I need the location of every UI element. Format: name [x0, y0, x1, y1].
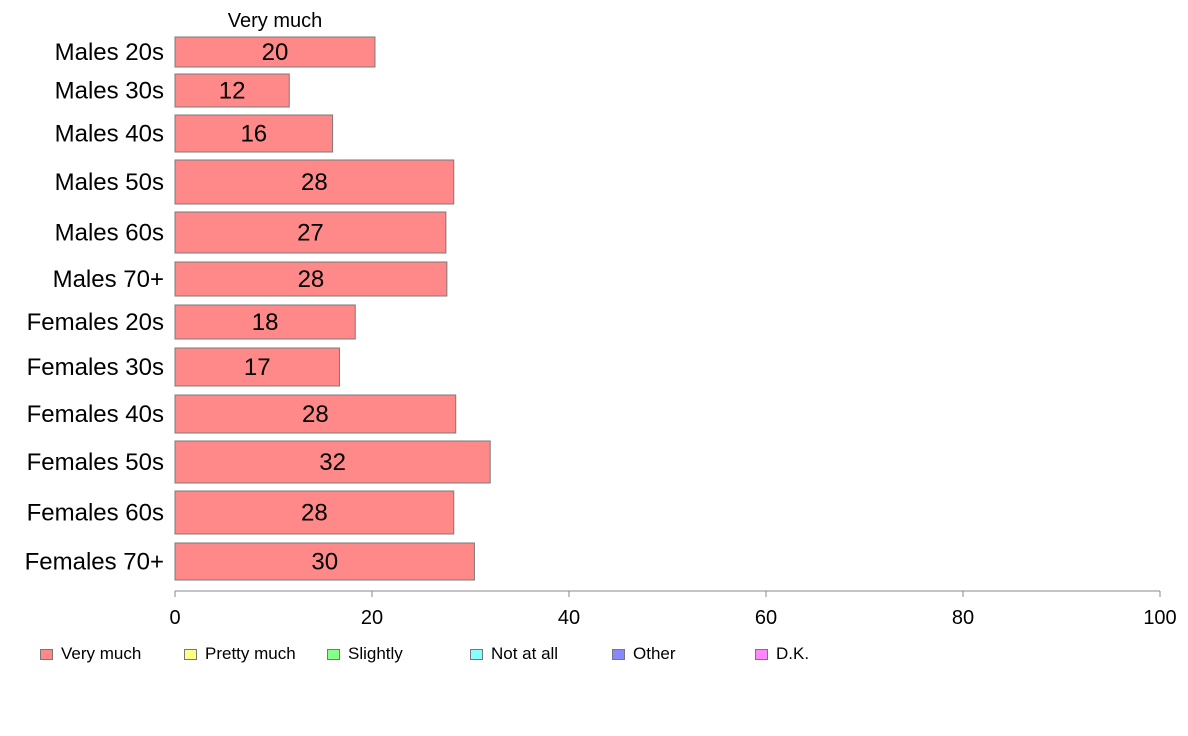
- category-label: Females 50s: [27, 449, 164, 476]
- legend-label: Other: [633, 644, 676, 663]
- legend-swatch: [40, 648, 53, 660]
- legend-item: Not at all: [470, 644, 558, 664]
- legend: Very much Pretty much Slightly Not at all Ot…: [0, 644, 1188, 668]
- bar-value-label: 27: [297, 220, 324, 247]
- bar: [174, 394, 457, 434]
- bar-value-label: 28: [302, 401, 329, 428]
- bar: [174, 542, 475, 581]
- bar: [174, 440, 491, 484]
- legend-label: Slightly: [348, 644, 403, 663]
- category-label: Females 20s: [27, 309, 164, 336]
- legend-item: Pretty much: [184, 644, 296, 664]
- bar: [174, 211, 447, 254]
- bar-value-label: 12: [219, 78, 246, 105]
- bar-value-label: 30: [311, 549, 338, 576]
- legend-label: Not at all: [491, 644, 559, 663]
- bar-value-label: 28: [301, 169, 328, 196]
- category-label: Males 50s: [55, 169, 164, 196]
- x-tick-label: 60: [755, 607, 777, 629]
- category-label: Males 40s: [55, 121, 164, 148]
- category-label: Males 60s: [55, 220, 164, 247]
- bar-value-label: 16: [240, 121, 267, 148]
- legend-item: Other: [612, 644, 676, 664]
- bar-value-label: 17: [244, 354, 271, 381]
- bar: [174, 159, 455, 205]
- x-axis: 0 20 40 60 80 100: [169, 590, 1177, 629]
- category-label: Males 70+: [53, 266, 164, 293]
- bar-value-label: 28: [301, 500, 328, 527]
- segment-header-label: Very much: [228, 10, 322, 32]
- legend-item: Slightly: [327, 644, 403, 664]
- bar-value-label: 32: [319, 449, 346, 476]
- bar: [174, 304, 356, 340]
- legend-item: Very much: [40, 644, 141, 664]
- category-label: Females 30s: [27, 354, 164, 381]
- bars-group: Males 20s 20 Males 30s 12 Males 40s 16 Males 5…: [25, 36, 491, 581]
- bar: [174, 114, 334, 153]
- bar: [174, 490, 455, 535]
- legend-label: Pretty much: [205, 644, 296, 663]
- bar-value-label: 18: [252, 309, 279, 336]
- bar: [174, 36, 376, 68]
- category-label: Females 60s: [27, 500, 164, 527]
- bar: [174, 261, 448, 297]
- category-label: Females 40s: [27, 401, 164, 428]
- x-tick-label: 40: [558, 607, 580, 629]
- bar: [174, 347, 340, 387]
- x-tick-label: 100: [1143, 607, 1176, 629]
- legend-swatch: [470, 648, 483, 660]
- category-label: Females 70+: [25, 549, 164, 576]
- x-tick-label: 20: [361, 607, 383, 629]
- legend-label: Very much: [61, 644, 142, 663]
- bar-value-label: 28: [298, 266, 325, 293]
- legend-item: D.K.: [755, 644, 809, 664]
- legend-swatch: [327, 648, 340, 660]
- category-label: Males 20s: [55, 39, 164, 66]
- bar-value-label: 20: [262, 39, 289, 66]
- legend-swatch: [755, 648, 768, 660]
- legend-swatch: [184, 648, 197, 660]
- category-label: Males 30s: [55, 78, 164, 105]
- bar: [174, 73, 290, 108]
- bar-chart: Very much Males 20s 20 Males 30s 12 Males 40…: [25, 10, 1177, 629]
- x-tick-label: 0: [169, 607, 180, 629]
- legend-label: D.K.: [776, 644, 810, 663]
- x-tick-label: 80: [952, 607, 974, 629]
- legend-swatch: [612, 648, 625, 660]
